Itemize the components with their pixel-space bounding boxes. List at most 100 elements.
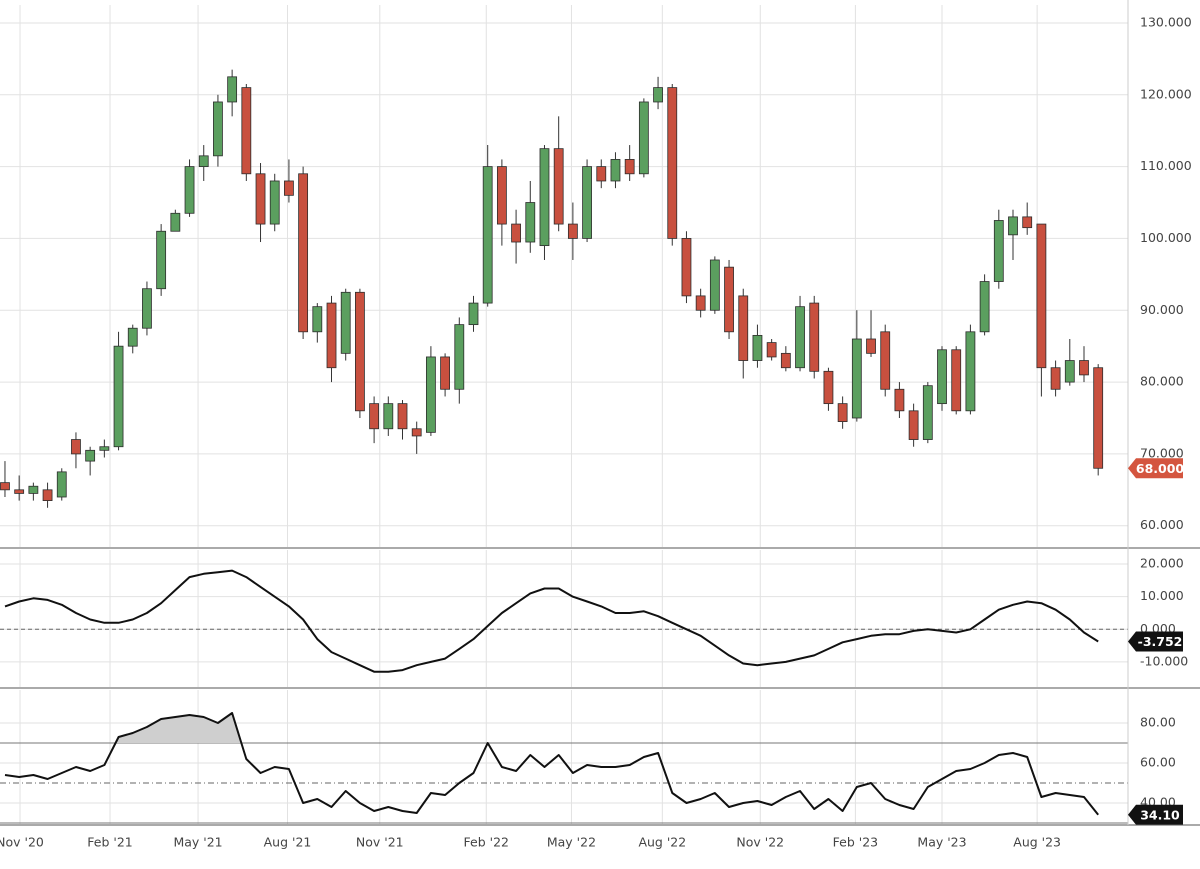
candle-body bbox=[780, 352, 791, 369]
candle-body bbox=[227, 76, 238, 103]
x-tick-label: May '21 bbox=[173, 835, 222, 850]
candle-body bbox=[340, 291, 351, 354]
candle-body bbox=[809, 302, 820, 372]
candle-body bbox=[198, 155, 209, 168]
y-tick-label: 130.000 bbox=[1140, 14, 1192, 29]
candle-body bbox=[596, 166, 607, 182]
candle-body bbox=[369, 403, 380, 430]
candle-body bbox=[42, 489, 53, 501]
candle-body bbox=[937, 349, 947, 405]
candle-body bbox=[851, 338, 862, 419]
last-value-tag bbox=[1128, 458, 1183, 479]
candle-body bbox=[99, 446, 110, 451]
x-tick-label: Feb '22 bbox=[464, 835, 509, 850]
last-value-label: -3.752 bbox=[1138, 634, 1183, 649]
candle-body bbox=[142, 288, 152, 329]
candle-body bbox=[1008, 216, 1018, 236]
candle-body bbox=[553, 148, 564, 225]
candle-body bbox=[610, 159, 621, 182]
candle-body bbox=[454, 324, 465, 390]
last-value-label: 68.000 bbox=[1136, 461, 1185, 476]
last-value-label: 34.10 bbox=[1140, 807, 1180, 822]
x-tick-label: Feb '23 bbox=[833, 835, 878, 850]
candle-body bbox=[241, 87, 252, 175]
candle-body bbox=[284, 180, 294, 196]
overbought-fill bbox=[5, 713, 1099, 743]
y-tick-label: 10.000 bbox=[1140, 588, 1184, 603]
y-tick-label: 60.00 bbox=[1140, 755, 1176, 770]
candle-body bbox=[582, 166, 592, 239]
y-tick-label: 90.000 bbox=[1140, 302, 1184, 317]
candle-body bbox=[468, 302, 479, 326]
y-tick-label: 20.000 bbox=[1140, 556, 1184, 571]
candle-body bbox=[1064, 360, 1075, 383]
candle-body bbox=[525, 202, 536, 243]
candle-body bbox=[695, 295, 706, 311]
y-tick-label: 120.000 bbox=[1140, 86, 1192, 101]
candle-body bbox=[383, 403, 394, 430]
candle-body bbox=[113, 345, 124, 448]
candle-body bbox=[894, 388, 905, 412]
x-tick-label: Nov '21 bbox=[356, 835, 404, 850]
candle-body bbox=[766, 342, 777, 358]
candle-body bbox=[28, 485, 39, 494]
candle-body bbox=[298, 173, 309, 333]
candle-body bbox=[184, 166, 195, 214]
candle-body bbox=[908, 410, 919, 440]
candle-body bbox=[1050, 367, 1061, 390]
candle-body bbox=[567, 223, 578, 239]
candle-body bbox=[1093, 367, 1104, 469]
x-tick-label: Nov '22 bbox=[736, 835, 784, 850]
x-tick-label: Nov '20 bbox=[0, 835, 44, 850]
y-tick-label: -10.000 bbox=[1140, 653, 1188, 668]
candle-body bbox=[56, 471, 67, 498]
indicator-line bbox=[4, 569, 1099, 673]
candle-body bbox=[255, 173, 266, 225]
y-tick-label: 80.000 bbox=[1140, 374, 1184, 389]
x-tick-label: May '23 bbox=[917, 835, 966, 850]
candle-body bbox=[1036, 223, 1047, 369]
candle-body bbox=[425, 356, 436, 433]
candle-body bbox=[1022, 216, 1033, 229]
candle-body bbox=[14, 489, 25, 494]
candle-body bbox=[667, 87, 678, 239]
candle-body bbox=[638, 101, 649, 175]
candle-body bbox=[922, 385, 933, 440]
candle-body bbox=[653, 87, 663, 103]
candle-body bbox=[269, 180, 280, 225]
candle-body bbox=[752, 334, 763, 361]
candle-body bbox=[951, 349, 962, 412]
y-tick-label: 110.000 bbox=[1140, 158, 1192, 173]
candle-body bbox=[880, 331, 891, 390]
candle-body bbox=[1079, 360, 1089, 376]
candle-body bbox=[170, 212, 181, 232]
y-tick-label: 60.000 bbox=[1140, 517, 1184, 532]
candle-body bbox=[213, 101, 223, 157]
y-tick-label: 100.000 bbox=[1140, 230, 1192, 245]
x-tick-label: May '22 bbox=[547, 835, 596, 850]
candle-body bbox=[539, 148, 550, 247]
candle-body bbox=[823, 370, 834, 405]
candle-body bbox=[837, 403, 848, 422]
candle-body bbox=[624, 159, 635, 175]
x-tick-label: Aug '22 bbox=[638, 835, 686, 850]
x-tick-label: Aug '21 bbox=[264, 835, 312, 850]
y-tick-label: 80.00 bbox=[1140, 715, 1176, 730]
candle-body bbox=[482, 166, 493, 304]
candle-body bbox=[397, 403, 408, 430]
last-value-tag bbox=[1128, 804, 1183, 825]
candle-body bbox=[993, 220, 1004, 282]
candle-body bbox=[979, 281, 990, 333]
candle-body bbox=[965, 331, 976, 412]
x-tick-label: Feb '21 bbox=[87, 835, 132, 850]
last-value-tag bbox=[1128, 631, 1183, 652]
candle-body bbox=[795, 306, 805, 369]
candle-body bbox=[127, 327, 138, 347]
candle-body bbox=[355, 291, 365, 412]
candle-body bbox=[326, 302, 337, 369]
x-tick-label: Aug '23 bbox=[1013, 835, 1061, 850]
candle-body bbox=[724, 266, 734, 333]
candle-body bbox=[0, 482, 10, 491]
candle-body bbox=[709, 259, 720, 311]
